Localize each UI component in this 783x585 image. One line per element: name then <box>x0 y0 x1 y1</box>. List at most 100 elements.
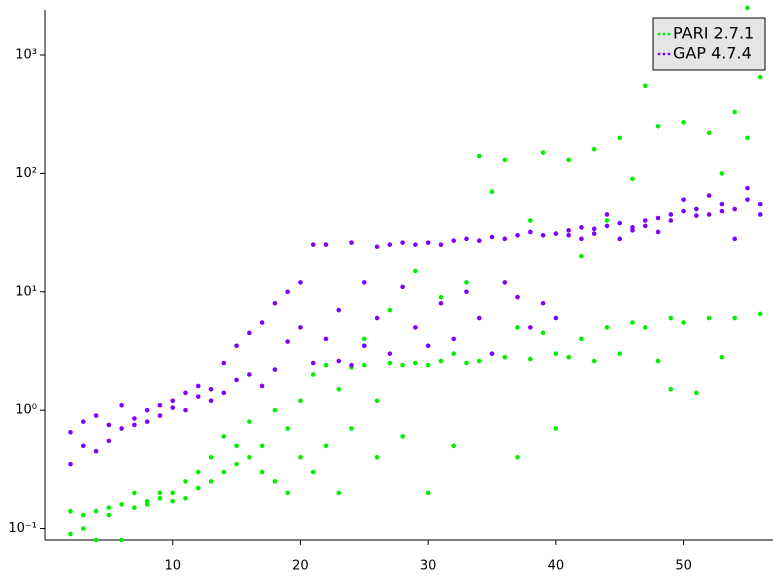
point <box>106 512 112 518</box>
point <box>732 236 737 242</box>
legend-box <box>652 17 766 71</box>
point <box>132 416 137 421</box>
point <box>221 469 227 475</box>
y-tick-label: 10⁰ <box>15 403 37 418</box>
point <box>757 212 763 217</box>
point <box>68 508 73 514</box>
legend-label: GAP 4.7.4 <box>673 44 752 63</box>
point <box>310 360 316 366</box>
point <box>247 330 252 336</box>
point <box>298 325 303 330</box>
x-tick-label: 50 <box>675 559 692 574</box>
point <box>668 315 674 321</box>
point <box>119 402 124 408</box>
point <box>361 362 367 368</box>
point <box>591 146 597 152</box>
point <box>298 454 303 460</box>
point <box>476 315 482 321</box>
point <box>604 223 610 229</box>
point <box>298 280 303 285</box>
point <box>579 253 584 259</box>
point <box>413 242 418 247</box>
point <box>425 362 431 368</box>
point <box>451 351 457 356</box>
point <box>234 377 239 383</box>
point <box>234 343 239 349</box>
point <box>655 123 661 129</box>
point <box>413 325 418 330</box>
point <box>540 330 546 336</box>
point <box>387 360 393 366</box>
point <box>604 325 610 330</box>
point <box>719 354 725 360</box>
point <box>681 320 686 325</box>
point <box>681 120 686 125</box>
point <box>413 268 418 274</box>
point <box>208 398 214 404</box>
point <box>655 358 661 364</box>
point <box>745 185 750 191</box>
point <box>515 294 520 300</box>
point <box>144 407 150 413</box>
point <box>93 448 99 454</box>
point <box>515 232 520 238</box>
point <box>259 469 265 475</box>
point <box>349 240 354 245</box>
point <box>604 218 610 223</box>
point <box>630 228 635 233</box>
point <box>132 422 137 428</box>
x-tick-label: 40 <box>548 559 565 574</box>
point <box>476 153 482 159</box>
point <box>247 419 252 424</box>
point <box>642 83 648 89</box>
point <box>489 351 495 356</box>
point <box>668 218 674 223</box>
point <box>170 405 176 410</box>
point <box>528 229 533 235</box>
point <box>515 454 520 460</box>
point <box>310 372 316 377</box>
point <box>719 201 725 207</box>
point <box>476 238 482 244</box>
point <box>438 294 444 300</box>
point <box>694 213 699 218</box>
point <box>540 300 546 306</box>
point <box>617 135 623 141</box>
y-tick-label: 10⁻¹ <box>8 521 37 536</box>
point <box>681 208 686 214</box>
point <box>144 502 150 507</box>
legend-marker <box>657 32 661 36</box>
legend-marker <box>657 52 661 56</box>
point <box>272 300 278 306</box>
point <box>195 394 201 399</box>
point <box>566 354 571 360</box>
point <box>745 135 750 141</box>
point <box>361 280 367 285</box>
point <box>387 242 393 247</box>
point <box>732 109 737 115</box>
y-tick-label: 10¹ <box>15 284 37 299</box>
point <box>310 469 316 475</box>
point <box>195 485 201 491</box>
point <box>655 215 661 221</box>
point <box>732 206 737 212</box>
point <box>694 390 699 396</box>
point <box>272 407 278 413</box>
point <box>374 315 380 321</box>
point <box>387 307 393 313</box>
point <box>106 505 112 510</box>
legend-label: PARI 2.7.1 <box>673 24 754 43</box>
point <box>272 479 278 484</box>
point <box>528 218 533 223</box>
point <box>374 454 380 460</box>
point <box>451 336 457 342</box>
point <box>579 236 584 242</box>
point <box>323 443 329 449</box>
point <box>336 387 342 392</box>
point <box>706 212 712 217</box>
point <box>387 351 393 356</box>
point <box>195 383 201 389</box>
point <box>336 358 342 364</box>
